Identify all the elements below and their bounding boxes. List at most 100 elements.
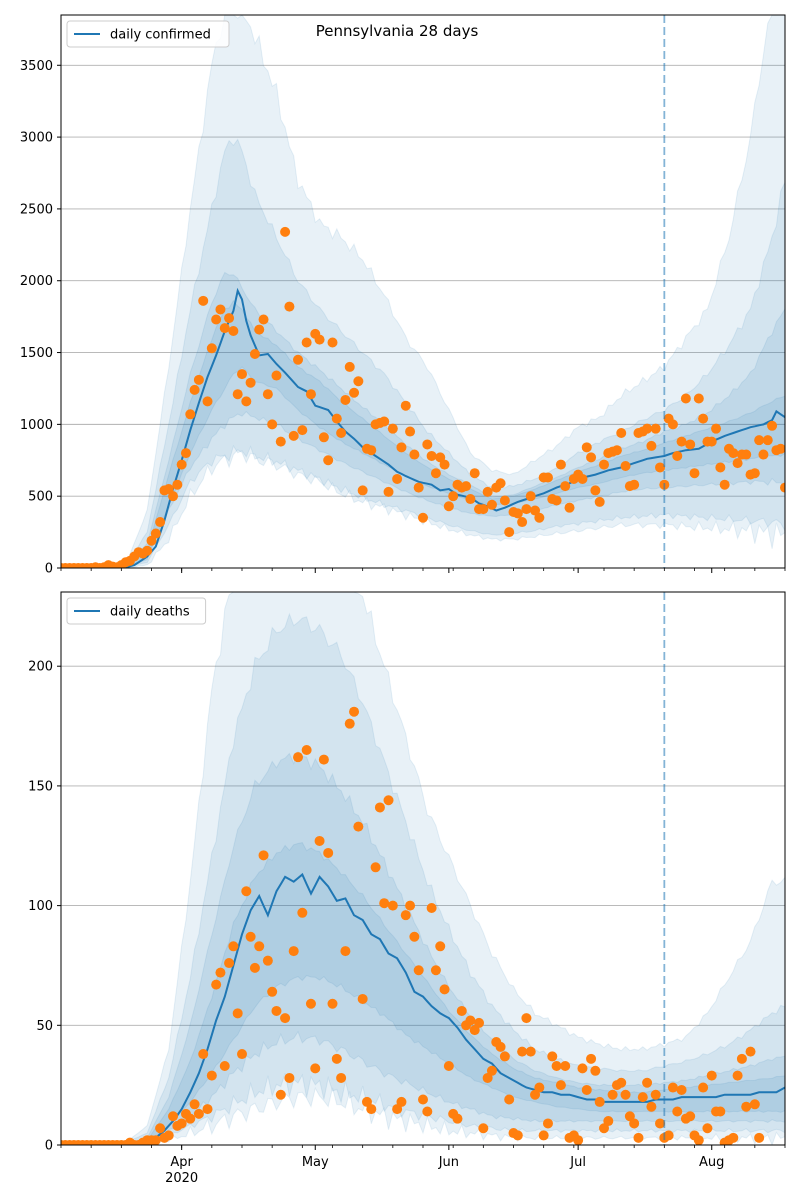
y-tick-label: 2000 (20, 274, 53, 289)
y-tick-label: 1000 (20, 418, 53, 433)
observed-point (633, 1132, 644, 1143)
observed-point (370, 862, 381, 873)
observed-point (344, 718, 355, 729)
observed-point (504, 527, 515, 538)
observed-point (224, 958, 235, 969)
observed-point (646, 440, 657, 451)
observed-point (680, 393, 691, 404)
observed-point (749, 468, 760, 479)
observed-point (271, 370, 282, 381)
observed-point (732, 1070, 743, 1081)
observed-point (616, 1077, 627, 1088)
observed-point (405, 900, 416, 911)
observed-point (461, 481, 472, 492)
observed-point (741, 449, 752, 460)
observed-point (474, 1017, 485, 1028)
observed-point (180, 448, 191, 459)
ci-band-third (61, 271, 785, 568)
observed-point (163, 484, 174, 494)
observed-point (331, 413, 342, 424)
observed-point (517, 517, 528, 528)
observed-point (387, 423, 398, 434)
observed-point (396, 1096, 407, 1107)
observed-point (146, 535, 157, 546)
observed-point (344, 361, 355, 372)
observed-point (155, 1123, 166, 1134)
observed-point (301, 745, 312, 755)
observed-point (245, 377, 256, 388)
observed-point (288, 946, 299, 957)
observed-point (254, 324, 265, 335)
observed-point (586, 452, 597, 463)
observed-point (706, 1070, 717, 1081)
observed-point (499, 1051, 510, 1062)
observed-point (672, 450, 683, 461)
y-tick-label: 0 (45, 1139, 53, 1154)
observed-point (728, 1132, 739, 1143)
observed-point (448, 491, 459, 502)
observed-point (629, 479, 640, 490)
observed-point (392, 473, 403, 484)
observed-point (780, 482, 785, 493)
observed-point (767, 420, 778, 431)
y-tick-label: 500 (28, 490, 53, 505)
observed-point (482, 486, 493, 497)
observed-point (430, 468, 441, 479)
legend: daily confirmed (66, 20, 230, 48)
observed-point (413, 965, 424, 976)
observed-point (629, 1118, 640, 1129)
observed-point (254, 941, 265, 952)
observed-point (305, 389, 316, 400)
observed-point (258, 850, 269, 861)
legend-label: daily deaths (110, 605, 190, 620)
observed-point (775, 443, 785, 454)
observed-point (465, 494, 476, 505)
observed-point (318, 754, 329, 765)
observed-point (642, 423, 653, 434)
observed-point (590, 485, 601, 496)
observed-point (366, 1104, 377, 1115)
observed-point (637, 1092, 648, 1103)
observed-point (676, 436, 687, 447)
observed-point (383, 795, 394, 806)
observed-point (517, 1046, 528, 1057)
observed-point (301, 337, 312, 348)
observed-point (361, 1096, 372, 1107)
observed-point (435, 941, 446, 952)
observed-point (555, 459, 566, 470)
observed-point (616, 427, 627, 438)
observed-point (215, 967, 226, 978)
observed-point (249, 962, 260, 973)
observed-point (551, 495, 562, 506)
observed-point (749, 1099, 760, 1110)
observed-point (715, 1106, 726, 1117)
observed-point (297, 425, 308, 436)
observed-point (754, 435, 765, 446)
observed-point (495, 478, 506, 489)
observed-point (215, 304, 226, 315)
observed-point (150, 1135, 161, 1145)
observed-point (512, 1130, 523, 1141)
observed-point (284, 301, 295, 312)
observed-point (340, 394, 351, 405)
observed-point (383, 486, 394, 497)
observed-point (379, 416, 390, 427)
observed-point (241, 886, 252, 897)
observed-point (262, 955, 273, 966)
observed-point (663, 1130, 674, 1141)
observed-point (297, 907, 308, 918)
x-tick-label: Apr (170, 1155, 193, 1170)
x-tick-label: May (302, 1155, 329, 1170)
x-tick-label: Aug (699, 1155, 724, 1170)
observed-point (560, 1061, 571, 1071)
observed-point (409, 449, 420, 460)
observed-point (439, 459, 450, 470)
observed-point (193, 374, 204, 385)
y-tick-label: 0 (45, 562, 53, 577)
observed-point (525, 491, 536, 502)
observed-point (172, 479, 183, 490)
observed-point (521, 504, 532, 515)
observed-point (150, 528, 161, 539)
observed-point (530, 505, 541, 516)
observed-point (495, 1041, 506, 1052)
